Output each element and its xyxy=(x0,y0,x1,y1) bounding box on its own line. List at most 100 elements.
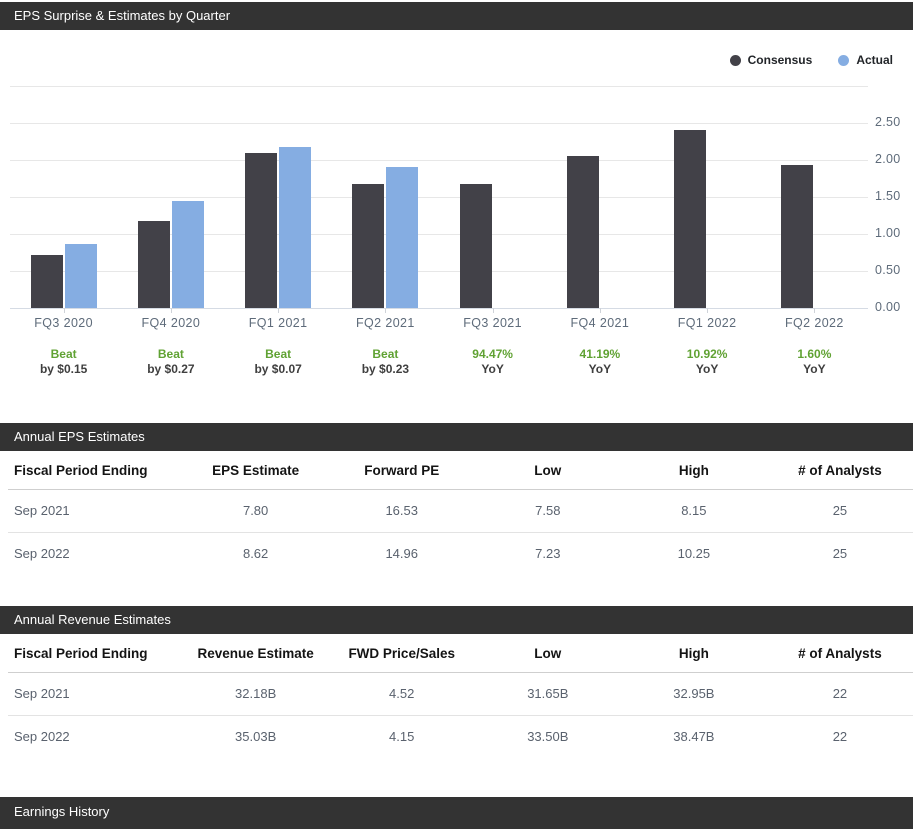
x-tick-mark xyxy=(170,308,172,313)
chart-legend: Consensus Actual xyxy=(0,52,913,68)
bar-actual xyxy=(171,200,204,308)
bar-consensus xyxy=(566,156,599,308)
bar-consensus xyxy=(674,129,707,308)
chart-y-axis: 2.50 2.00 1.50 1.00 0.50 0.00 xyxy=(868,86,913,314)
annotation-top-line: Beat xyxy=(372,347,399,361)
legend-item-consensus[interactable]: Consensus xyxy=(729,53,813,67)
y-tick-label: 1.50 xyxy=(875,189,901,203)
annotation-bottom-line: YoY xyxy=(803,362,826,376)
x-tick-label: FQ1 2022 xyxy=(677,316,737,330)
x-category: FQ3 2021 xyxy=(439,308,546,334)
gridline xyxy=(10,159,868,161)
column-header: # of Analysts xyxy=(798,462,882,478)
table-cell: Sep 2022 xyxy=(14,546,70,561)
legend-item-actual[interactable]: Actual xyxy=(838,53,893,67)
table-cell: 22 xyxy=(832,729,848,744)
legend-label-consensus: Consensus xyxy=(747,53,813,67)
eps-estimates-section-header: Annual EPS Estimates xyxy=(0,423,913,451)
table-cell: 10.25 xyxy=(677,546,711,561)
chart-section-title: EPS Surprise & Estimates by Quarter xyxy=(14,8,231,23)
annual-revenue-estimates-table: Fiscal Period Ending Revenue Estimate FWD … xyxy=(0,634,913,758)
table-cell: 4.15 xyxy=(389,729,415,744)
eps-surprise-chart: 2.50 2.00 1.50 1.00 0.50 0.00 xyxy=(10,86,913,314)
x-tick-label: FQ2 2022 xyxy=(784,316,844,330)
chart-x-axis: FQ3 2020 FQ4 2020 FQ1 2021 FQ2 2021 FQ3 2021… xyxy=(10,308,868,334)
surprise-annotation: Beat by $0.23 xyxy=(332,347,439,377)
surprise-annotation: 1.60% YoY xyxy=(761,347,868,377)
table-cell: 4.52 xyxy=(389,686,415,701)
annotation-bottom-line: YoY xyxy=(588,362,612,376)
annotation-top-line: 41.19% xyxy=(579,347,621,361)
bar-group-fq2-2021 xyxy=(332,86,439,308)
bar-group-fq1-2021 xyxy=(225,86,332,308)
bar-consensus xyxy=(459,184,492,308)
y-tick-label: 1.00 xyxy=(875,225,901,240)
y-tick-label: 2.50 xyxy=(875,114,901,129)
gridline xyxy=(10,86,868,87)
column-header: High xyxy=(678,645,709,661)
bar-consensus xyxy=(781,165,814,308)
x-category: FQ3 2020 xyxy=(10,308,117,334)
gridline xyxy=(10,122,868,124)
table-cell: 8.62 xyxy=(242,546,269,561)
earnings-history-section-title: Earnings History xyxy=(14,804,110,819)
surprise-annotation: 94.47% YoY xyxy=(439,347,546,377)
bar-consensus xyxy=(245,152,278,308)
gridline xyxy=(10,233,868,235)
legend-label-actual: Actual xyxy=(856,53,893,67)
table-row: Sep 2021 32.18B 4.52 31.65B 32.95B 22 xyxy=(0,672,913,715)
revenue-estimates-section-title: Annual Revenue Estimates xyxy=(14,612,171,627)
table-cell: 16.53 xyxy=(385,503,418,518)
x-tick-label: FQ4 2020 xyxy=(141,316,201,330)
annotation-top-line: 10.92% xyxy=(686,347,728,361)
table-cell: Sep 2021 xyxy=(14,686,70,701)
table-cell: 7.23 xyxy=(535,546,561,561)
table-cell: 22 xyxy=(832,686,848,701)
annotation-top-line: 1.60% xyxy=(797,347,832,361)
table-cell: 7.80 xyxy=(242,503,269,518)
x-category: FQ2 2022 xyxy=(761,308,868,334)
y-tick-label: 2.00 xyxy=(875,151,901,166)
annotation-top-line: Beat xyxy=(265,347,292,361)
gridline xyxy=(10,271,868,272)
x-axis-line xyxy=(10,308,868,309)
annotation-bottom-line: YoY xyxy=(481,362,504,376)
chart-annotations: Beat by $0.15 Beat by $0.27 Beat by $0.07 Beat… xyxy=(10,347,868,377)
x-tick-label: FQ1 2021 xyxy=(248,316,308,330)
column-header: Fiscal Period Ending xyxy=(14,645,148,661)
x-tick-label: FQ4 2021 xyxy=(570,316,630,330)
table-row: Sep 2021 7.80 16.53 7.58 8.15 25 xyxy=(0,489,913,532)
y-tick-label: 0.50 xyxy=(875,263,901,277)
bar-group-fq2-2022 xyxy=(761,86,868,308)
bar-group-fq4-2020 xyxy=(117,86,224,308)
table-cell: Sep 2022 xyxy=(14,729,70,744)
gridline xyxy=(10,197,868,198)
bar-consensus xyxy=(137,220,170,308)
x-tick-mark xyxy=(814,308,816,313)
x-tick-label: FQ3 2021 xyxy=(463,316,523,330)
table-cell: 25 xyxy=(832,503,848,518)
table-cell: 14.96 xyxy=(385,546,418,561)
x-tick-label: FQ3 2020 xyxy=(34,316,94,330)
x-category: FQ4 2021 xyxy=(546,308,653,334)
annotation-top-line: Beat xyxy=(50,347,77,361)
revenue-estimates-section-header: Annual Revenue Estimates xyxy=(0,606,913,634)
table-cell: 7.58 xyxy=(535,503,561,518)
x-category: FQ1 2021 xyxy=(225,308,332,334)
x-tick-mark xyxy=(278,308,280,313)
table-cell: 31.65B xyxy=(527,686,569,701)
bar-actual xyxy=(279,147,312,308)
column-header: EPS Estimate xyxy=(212,462,300,478)
column-header: # of Analysts xyxy=(798,645,882,661)
table-cell: 35.03B xyxy=(235,729,277,744)
bars-layer xyxy=(10,86,868,308)
annotation-top-line: 94.47% xyxy=(472,347,513,361)
x-tick-mark xyxy=(707,308,709,313)
eps-estimates-section-title: Annual EPS Estimates xyxy=(14,429,145,444)
bar-actual xyxy=(64,244,97,308)
column-header: Fiscal Period Ending xyxy=(14,462,148,478)
column-header: Low xyxy=(534,462,562,478)
column-header: Low xyxy=(534,645,562,661)
surprise-annotation: Beat by $0.27 xyxy=(117,347,224,377)
